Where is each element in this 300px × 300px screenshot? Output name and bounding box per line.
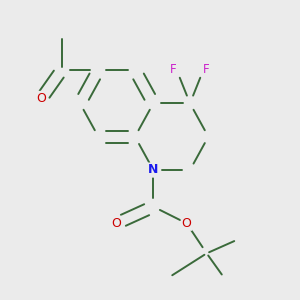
Text: N: N: [148, 164, 158, 176]
Text: F: F: [170, 64, 177, 76]
Text: O: O: [182, 217, 192, 230]
Text: O: O: [112, 217, 122, 230]
Text: F: F: [203, 64, 210, 76]
Text: O: O: [37, 92, 46, 105]
